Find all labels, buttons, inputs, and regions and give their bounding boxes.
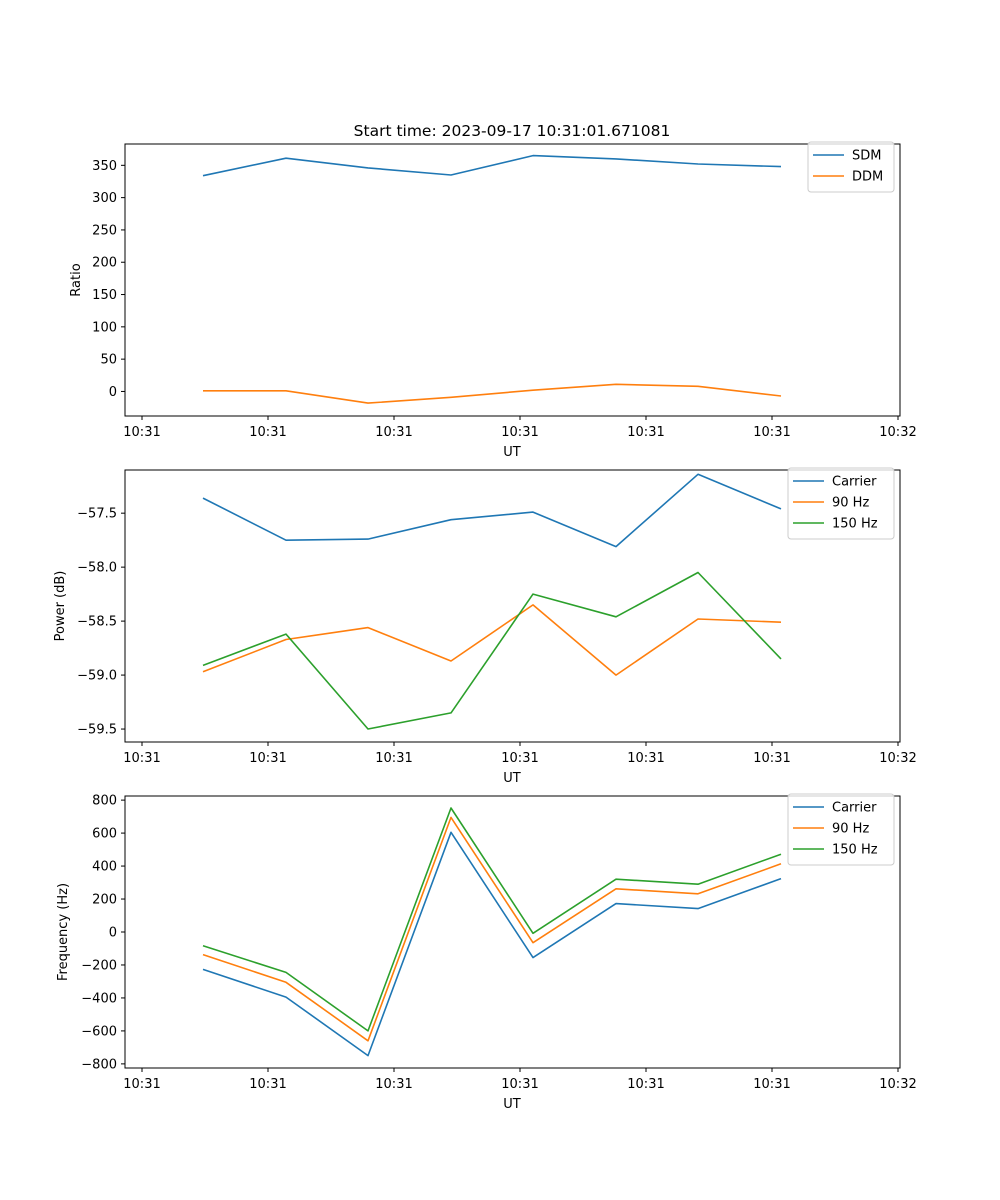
series-line-ddm [203, 383, 782, 404]
legend-label: 150 Hz [832, 843, 878, 858]
y-tick-label: 0 [109, 926, 117, 941]
y-tick-label: 200 [92, 893, 117, 908]
y-tick-label: −58.5 [77, 615, 117, 630]
series-line-carrier [202, 473, 782, 548]
y-tick-label: 100 [92, 320, 117, 335]
y-tick-label: 200 [92, 256, 117, 271]
legend-frame [787, 467, 895, 540]
y-axis-label: Ratio [69, 263, 84, 296]
legend-label: DDM [852, 170, 883, 185]
panel-ratio: Start time: 2023-09-17 10:31:01.671081 1… [69, 122, 917, 460]
y-tick-label: 150 [92, 288, 117, 303]
plot-frame [124, 795, 901, 1069]
legend-label: 150 Hz [832, 517, 878, 532]
legend-label: SDM [852, 149, 881, 164]
panel-frequency: 10:31 10:31 10:31 10:31 10:31 10:31 10:32 −800 −… [56, 793, 917, 1112]
x-tick-label: 10:31 [501, 1077, 538, 1092]
legend-label: 90 Hz [832, 822, 869, 837]
x-tick-label: 10:31 [249, 751, 286, 766]
x-tick-label: 10:32 [879, 1077, 916, 1092]
series-line-90-hz [202, 816, 782, 1042]
x-tick-label: 10:32 [879, 751, 916, 766]
y-tick-label: −600 [81, 1024, 117, 1039]
x-axis-label: UT [503, 445, 521, 460]
y-axis-label: Power (dB) [53, 571, 68, 642]
axes-layer: 10:31 10:31 10:31 10:31 10:31 10:31 10:32 −800 −… [81, 794, 916, 1092]
y-tick-label: −57.5 [77, 507, 117, 522]
y-tick-label: −800 [81, 1057, 117, 1072]
legend-label: Carrier [832, 801, 877, 816]
y-tick-label: −59.0 [77, 669, 117, 684]
legend-frame [787, 793, 895, 866]
axes-layer: 10:31 10:31 10:31 10:31 10:31 10:31 10:32 0 50 10… [92, 159, 917, 440]
y-tick-label: −58.0 [77, 561, 117, 576]
legend-label: 90 Hz [832, 496, 869, 511]
x-tick-label: 10:31 [753, 425, 790, 440]
y-axis-label: Frequency (Hz) [56, 883, 71, 981]
axes-layer: 10:31 10:31 10:31 10:31 10:31 10:31 10:32 −59.5… [77, 507, 917, 766]
y-tick-label: 400 [92, 860, 117, 875]
x-tick-label: 10:31 [375, 1077, 412, 1092]
y-tick-label: 0 [109, 385, 117, 400]
x-tick-label: 10:31 [123, 751, 160, 766]
series-line-150-hz [202, 807, 782, 1032]
x-tick-label: 10:31 [627, 425, 664, 440]
x-axis-label: UT [503, 1097, 521, 1112]
y-tick-label: −59.5 [77, 723, 117, 738]
plot-frame [124, 469, 901, 743]
x-tick-label: 10:31 [627, 1077, 664, 1092]
x-tick-label: 10:31 [249, 1077, 286, 1092]
series-line-sdm [202, 154, 782, 177]
plot-frame [124, 143, 901, 417]
y-tick-label: 300 [92, 191, 117, 206]
series-layer [202, 473, 782, 730]
x-tick-label: 10:31 [375, 425, 412, 440]
legend-label: Carrier [832, 475, 877, 490]
panel-power: 10:31 10:31 10:31 10:31 10:31 10:31 10:32 −59.5… [53, 467, 917, 786]
x-tick-label: 10:31 [627, 751, 664, 766]
chart-title: Start time: 2023-09-17 10:31:01.671081 [354, 122, 671, 140]
legend: Carrier 90 Hz 150 Hz [787, 467, 895, 540]
x-tick-label: 10:31 [753, 1077, 790, 1092]
x-tick-label: 10:31 [123, 1077, 160, 1092]
x-tick-label: 10:31 [753, 751, 790, 766]
y-tick-label: 50 [100, 353, 117, 368]
legend: Carrier 90 Hz 150 Hz [787, 793, 895, 866]
y-tick-label: 800 [92, 794, 117, 809]
x-tick-label: 10:31 [249, 425, 286, 440]
series-layer [202, 807, 782, 1057]
series-layer [202, 154, 782, 404]
legend: SDM DDM [807, 141, 895, 193]
x-tick-label: 10:31 [501, 751, 538, 766]
y-tick-label: −400 [81, 991, 117, 1006]
x-tick-label: 10:31 [123, 425, 160, 440]
y-tick-label: 600 [92, 827, 117, 842]
y-tick-label: 350 [92, 159, 117, 174]
series-line-150-hz [202, 571, 782, 730]
x-tick-label: 10:32 [879, 425, 916, 440]
x-tick-label: 10:31 [501, 425, 538, 440]
y-tick-label: −200 [81, 958, 117, 973]
y-tick-label: 250 [92, 223, 117, 238]
series-line-90-hz [202, 604, 782, 676]
x-tick-label: 10:31 [375, 751, 412, 766]
series-line-carrier [202, 831, 782, 1057]
x-axis-label: UT [503, 771, 521, 786]
